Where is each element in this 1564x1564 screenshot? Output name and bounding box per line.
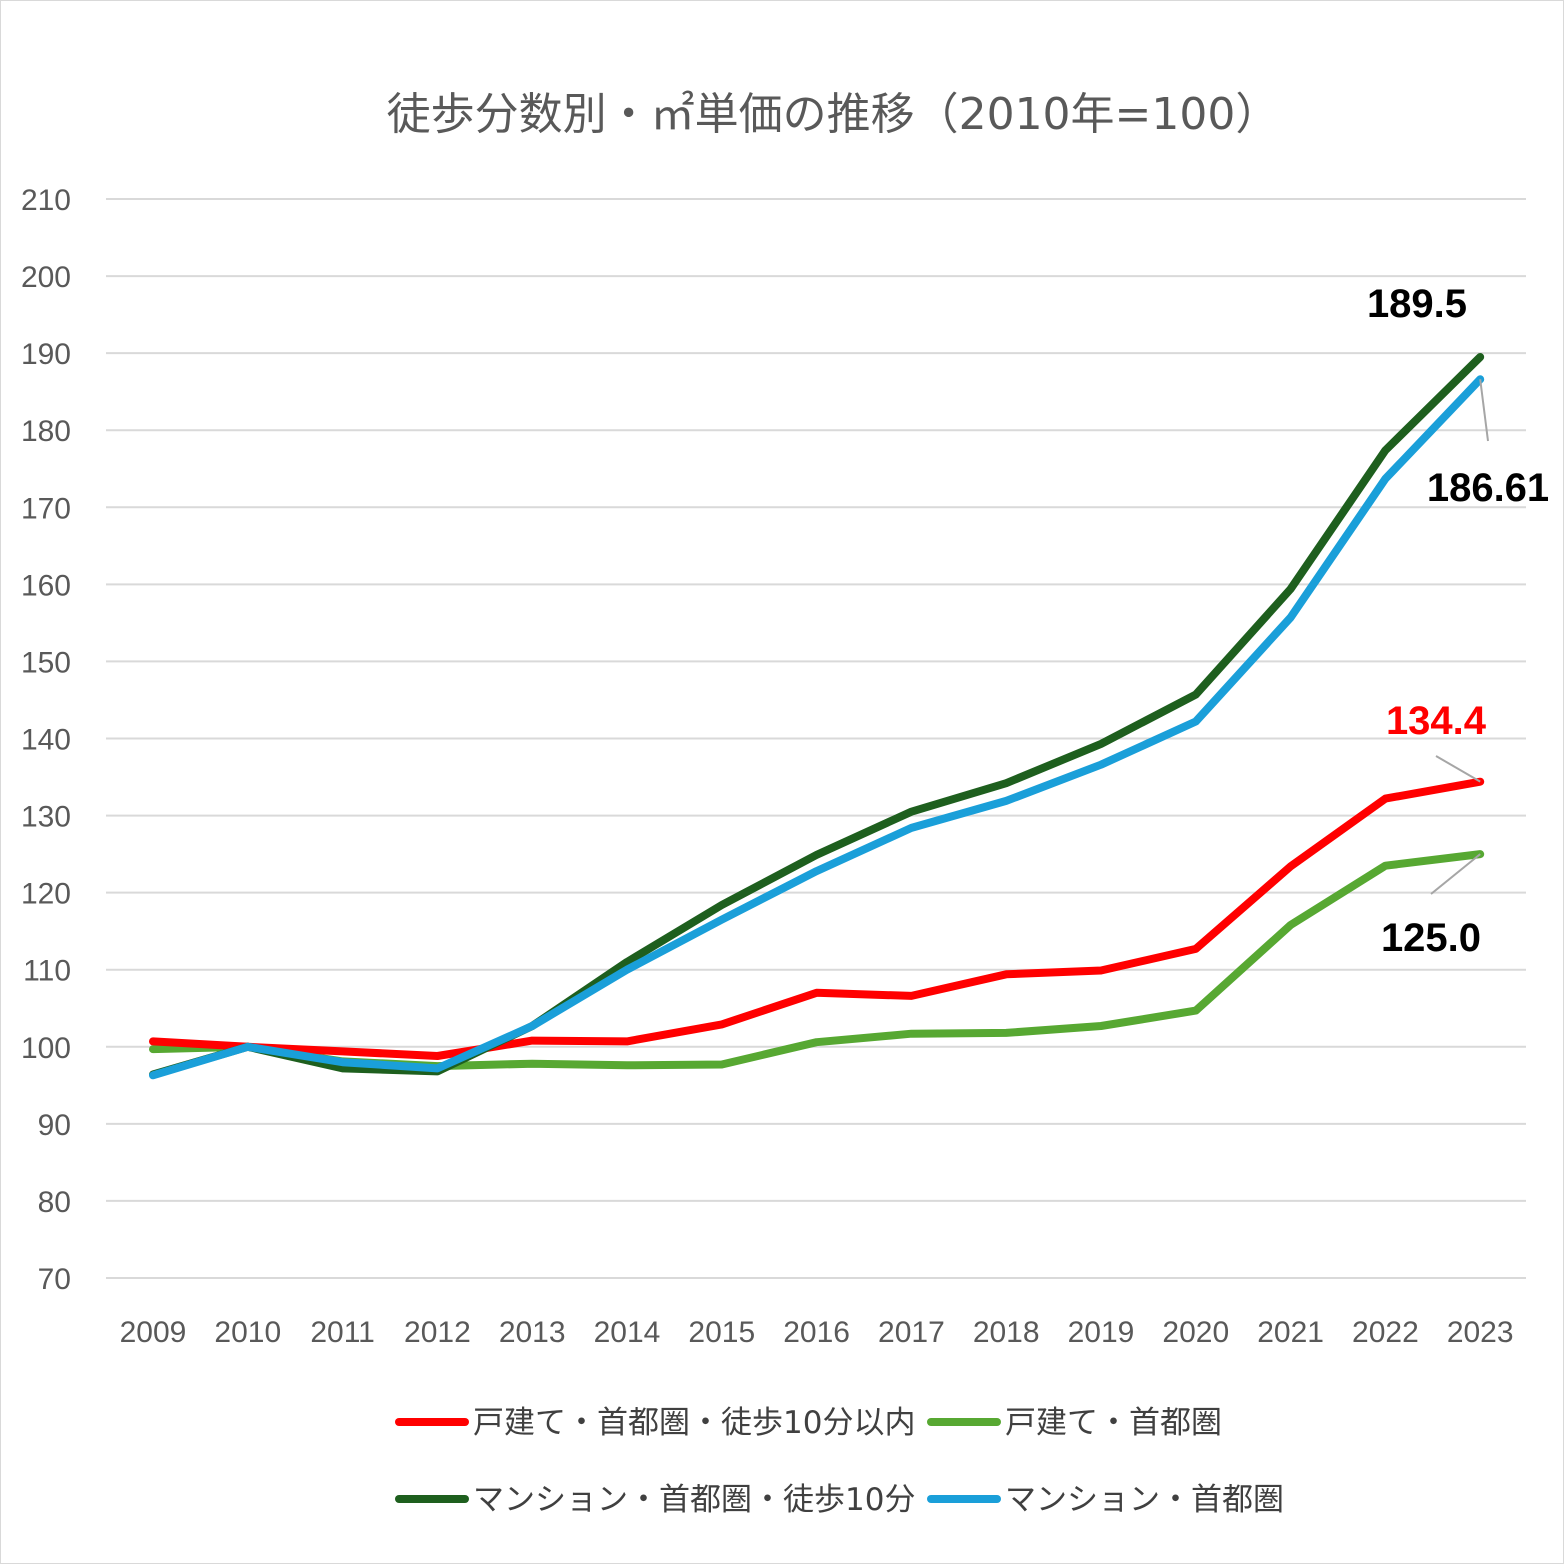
x-tick-label: 2014 xyxy=(594,1316,661,1349)
data-label: 125.0 xyxy=(1381,916,1481,960)
x-tick-label: 2012 xyxy=(404,1316,471,1349)
y-tick-label: 70 xyxy=(38,1263,71,1296)
y-tick-label: 130 xyxy=(21,801,71,834)
series-lines xyxy=(149,353,1485,1080)
data-labels: 134.4 125.0 189.5 186.61 xyxy=(1367,282,1549,960)
data-label: 134.4 xyxy=(1386,699,1487,743)
y-tick-label: 90 xyxy=(38,1109,71,1142)
data-label-leader xyxy=(1430,853,1481,895)
y-axis-ticks: 70 80 90 100 110 120 130 140 150 160 170 180 190 200 2… xyxy=(21,184,71,1296)
series-line xyxy=(149,850,1485,1071)
x-tick-label: 2021 xyxy=(1257,1316,1324,1349)
x-tick-label: 2018 xyxy=(973,1316,1040,1349)
y-tick-label: 120 xyxy=(21,878,71,911)
y-tick-label: 110 xyxy=(23,955,71,988)
x-tick-label: 2022 xyxy=(1352,1316,1419,1349)
y-tick-label: 150 xyxy=(21,646,71,679)
x-tick-label: 2017 xyxy=(878,1316,945,1349)
legend-label: マンション・首都圏 xyxy=(1005,1482,1284,1518)
data-label: 189.5 xyxy=(1367,282,1467,326)
y-tick-label: 80 xyxy=(38,1186,71,1219)
legend-label: 戸建て・首都圏・徒歩10分以内 xyxy=(473,1405,915,1441)
legend-label: 戸建て・首都圏 xyxy=(1005,1405,1222,1441)
x-tick-label: 2019 xyxy=(1068,1316,1135,1349)
chart-title: 徒歩分数別・㎡単価の推移（2010年=100） xyxy=(387,89,1280,140)
y-tick-label: 190 xyxy=(21,338,71,371)
x-tick-label: 2013 xyxy=(499,1316,566,1349)
gridlines xyxy=(106,198,1526,1279)
legend-label: マンション・首都圏・徒歩10分 xyxy=(473,1482,915,1518)
y-tick-label: 200 xyxy=(21,261,71,294)
y-tick-label: 100 xyxy=(21,1032,71,1065)
x-tick-label: 2020 xyxy=(1162,1316,1229,1349)
data-label-leader xyxy=(1435,755,1481,783)
data-label: 186.61 xyxy=(1427,466,1549,510)
y-tick-label: 210 xyxy=(21,184,71,217)
series-line xyxy=(149,375,1485,1080)
x-tick-label: 2023 xyxy=(1447,1316,1514,1349)
x-tick-label: 2015 xyxy=(688,1316,755,1349)
y-tick-label: 140 xyxy=(21,724,71,757)
data-label-leader xyxy=(1479,379,1489,442)
series-line xyxy=(149,353,1485,1079)
y-tick-label: 180 xyxy=(21,415,71,448)
y-tick-label: 170 xyxy=(21,492,71,525)
series-line xyxy=(149,777,1485,1060)
y-tick-label: 160 xyxy=(21,569,71,602)
x-axis-ticks: 2009 2010 2011 2012 2013 2014 2015 2016 2017 2018… xyxy=(120,1316,1514,1349)
x-tick-label: 2009 xyxy=(120,1316,187,1349)
x-tick-label: 2016 xyxy=(783,1316,850,1349)
x-tick-label: 2010 xyxy=(214,1316,281,1349)
x-tick-label: 2011 xyxy=(310,1316,375,1349)
